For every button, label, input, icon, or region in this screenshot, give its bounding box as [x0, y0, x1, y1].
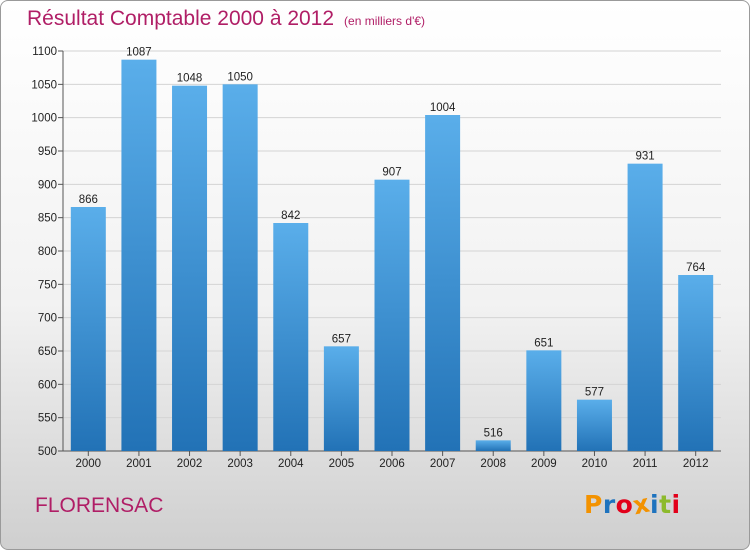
y-tick-label: 500	[38, 446, 57, 458]
bar-2008	[475, 440, 511, 451]
data-label: 1048	[177, 73, 203, 85]
chart-subtitle: (en milliers d'€)	[344, 14, 426, 28]
bar-2011	[627, 163, 663, 451]
bar-2010	[576, 399, 612, 451]
y-tick-label: 1050	[31, 79, 57, 91]
logo-letter: i	[650, 490, 660, 519]
bar-2003	[222, 84, 258, 451]
x-tick-label: 2005	[329, 458, 355, 470]
bar-2002	[172, 85, 208, 452]
y-tick-label: 550	[38, 413, 57, 425]
data-label: 907	[382, 167, 401, 179]
logo-letter: r	[602, 490, 616, 519]
data-label: 657	[332, 333, 351, 345]
chart-title-text: Résultat Comptable 2000 à 2012	[27, 7, 335, 30]
value-labels: 866 1087 1048 1050 842 657 907 1004 516 651 577 931…	[79, 47, 706, 440]
x-tick-label: 2003	[227, 458, 253, 470]
y-tick-label: 950	[38, 146, 57, 158]
logo-letter: i	[671, 490, 681, 519]
logo-letter: t	[659, 490, 672, 519]
data-label: 1087	[126, 47, 152, 59]
bar-2006	[374, 179, 410, 451]
data-label: 866	[79, 194, 98, 206]
x-tick-label: 2006	[379, 458, 405, 470]
bar-2007	[425, 115, 461, 451]
y-tick-labels: 500 550 600 650 700 750 800 850 900 950 1000 1050 11…	[31, 46, 57, 458]
logo-letter: P	[584, 490, 603, 519]
y-tick-label: 1100	[32, 46, 57, 58]
y-tick-label: 800	[38, 246, 57, 258]
data-label: 651	[534, 337, 553, 349]
bar-2000	[70, 207, 106, 451]
x-tick-label: 2012	[683, 458, 709, 470]
data-label: 1004	[430, 102, 456, 114]
y-tick-label: 750	[38, 279, 57, 291]
data-label: 1050	[227, 71, 253, 83]
x-tick-labels: 2000 2001 2002 2003 2004 2005 2006 2007 2008 2009…	[76, 451, 709, 470]
data-label: 764	[686, 262, 706, 274]
x-tick-label: 2009	[531, 458, 557, 470]
y-tick-label: 650	[38, 346, 57, 358]
x-tick-label: 2011	[633, 458, 658, 470]
x-tick-label: 2002	[177, 458, 203, 470]
bars	[70, 59, 714, 452]
y-tick-label: 1000	[31, 113, 57, 125]
bar-2005	[323, 346, 359, 451]
bar-2001	[121, 59, 157, 452]
bar-2004	[273, 223, 309, 451]
y-tick-label: 700	[38, 313, 57, 325]
proxiti-logo: Proxiti	[584, 489, 681, 521]
commune-name: FLORENSAC	[35, 494, 164, 517]
x-tick-label: 2007	[430, 458, 456, 470]
x-tick-label: 2010	[582, 458, 608, 470]
x-tick-label: 2004	[278, 458, 304, 470]
y-tick-label: 850	[38, 213, 57, 225]
x-tick-label: 2000	[76, 458, 102, 470]
data-label: 842	[281, 210, 300, 222]
y-tick-label: 600	[38, 379, 57, 391]
data-label: 577	[585, 387, 604, 399]
data-label: 516	[484, 427, 503, 439]
logo-letter: o	[615, 490, 634, 519]
bar-2012	[678, 275, 714, 451]
y-tick-label: 900	[38, 179, 57, 191]
data-label: 931	[635, 151, 654, 163]
bar-2009	[526, 350, 562, 451]
x-tick-label: 2001	[126, 458, 152, 470]
x-tick-label: 2008	[480, 458, 506, 470]
chart-title: Résultat Comptable 2000 à 2012 (en millie…	[27, 7, 425, 31]
